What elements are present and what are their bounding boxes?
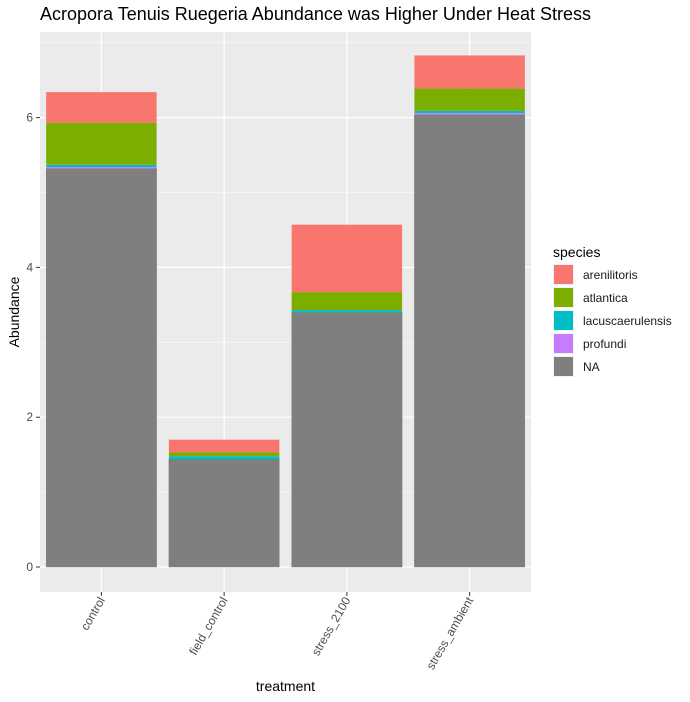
bar-segment-NA-field_control <box>168 458 280 568</box>
y-tick-label: 0 <box>26 560 33 574</box>
legend-title: species <box>553 244 601 260</box>
bar-segment-atlantica-control <box>46 122 157 165</box>
legend-label: profundi <box>583 336 627 351</box>
bar-segment-atlantica-stress_2100 <box>291 292 403 311</box>
legend-label: atlantica <box>583 290 628 305</box>
bar-segment-arenilitoris-stress_2100 <box>291 224 403 293</box>
legend-swatch <box>553 310 574 331</box>
legend: species arenilitoris atlantica lacuscaerul… <box>553 243 672 378</box>
legend-swatch <box>553 287 574 308</box>
bar-segment-arenilitoris-stress_ambient <box>414 55 525 89</box>
legend-swatch <box>553 264 574 285</box>
legend-label: NA <box>583 359 600 374</box>
bar-segment-profundi-stress_ambient <box>414 113 525 115</box>
legend-item-atlantica: atlantica <box>553 286 672 309</box>
bar-segment-lacuscaerulensis-stress_2100 <box>291 310 403 313</box>
legend-items: arenilitoris atlantica lacuscaerulensis pro… <box>553 263 672 378</box>
x-tick-label: stress_ambient <box>423 594 476 672</box>
x-tick-label: stress_2100 <box>309 594 354 658</box>
chart-title: Acropora Tenuis Ruegeria Abundance was H… <box>40 4 591 24</box>
bar-segment-lacuscaerulensis-control <box>46 164 157 168</box>
bar-segment-arenilitoris-field_control <box>168 439 280 453</box>
bar-segment-lacuscaerulensis-stress_ambient <box>414 110 525 114</box>
y-tick-label: 2 <box>26 410 33 424</box>
bar-segment-NA-stress_ambient <box>414 114 526 568</box>
bar-segment-profundi-control <box>46 167 157 169</box>
legend-swatch <box>553 356 574 377</box>
legend-item-arenilitoris: arenilitoris <box>553 263 672 286</box>
legend-item-NA: NA <box>553 355 672 378</box>
legend-swatch <box>553 333 574 354</box>
bar-segment-arenilitoris-control <box>46 92 157 123</box>
bar-segment-NA-stress_2100 <box>291 312 403 568</box>
legend-item-profundi: profundi <box>553 332 672 355</box>
bar-segment-atlantica-stress_ambient <box>414 88 525 111</box>
legend-label: arenilitoris <box>583 267 638 282</box>
x-tick-label: control <box>78 595 108 633</box>
legend-item-lacuscaerulensis: lacuscaerulensis <box>553 309 672 332</box>
bar-segment-lacuscaerulensis-field_control <box>168 456 280 460</box>
legend-label: lacuscaerulensis <box>583 313 672 328</box>
y-tick-label: 4 <box>26 260 33 274</box>
y-tick-label: 6 <box>26 111 33 125</box>
x-tick-label: field_control <box>186 595 230 658</box>
bar-segment-NA-control <box>45 168 157 568</box>
x-axis-title: treatment <box>256 678 315 694</box>
bar-segment-atlantica-field_control <box>168 452 280 457</box>
y-axis-title: Abundance <box>6 276 22 347</box>
